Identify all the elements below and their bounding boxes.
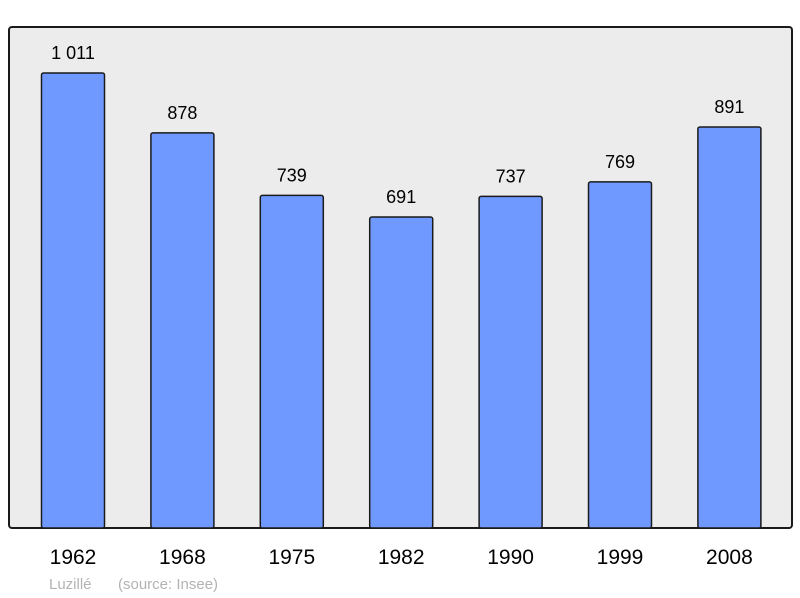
bar-1990 — [478, 195, 543, 529]
x-tick-1962: 1962 — [50, 546, 97, 569]
value-label-1982: 691 — [386, 187, 416, 207]
value-label-1962: 1 011 — [51, 43, 95, 63]
x-tick-1968: 1968 — [159, 546, 206, 569]
bar-1975 — [259, 194, 325, 529]
value-label-1999: 769 — [605, 152, 635, 172]
x-tick-1999: 1999 — [597, 546, 644, 569]
bar-1982 — [368, 216, 434, 529]
x-tick-1982: 1982 — [378, 546, 425, 569]
value-label-2008: 891 — [714, 97, 744, 117]
caption-place: Luzillé — [49, 576, 92, 593]
bar-1968 — [150, 132, 215, 529]
value-label-1968: 878 — [167, 103, 197, 123]
value-label-1975: 739 — [277, 165, 307, 185]
value-label-1990: 737 — [496, 166, 526, 186]
bar-1962 — [40, 72, 106, 529]
bar-2008 — [697, 126, 762, 529]
bar-1999 — [587, 181, 653, 529]
caption-source: (source: Insee) — [118, 576, 218, 593]
x-tick-2008: 2008 — [706, 546, 753, 569]
x-tick-1990: 1990 — [487, 546, 534, 569]
x-tick-1975: 1975 — [268, 546, 315, 569]
